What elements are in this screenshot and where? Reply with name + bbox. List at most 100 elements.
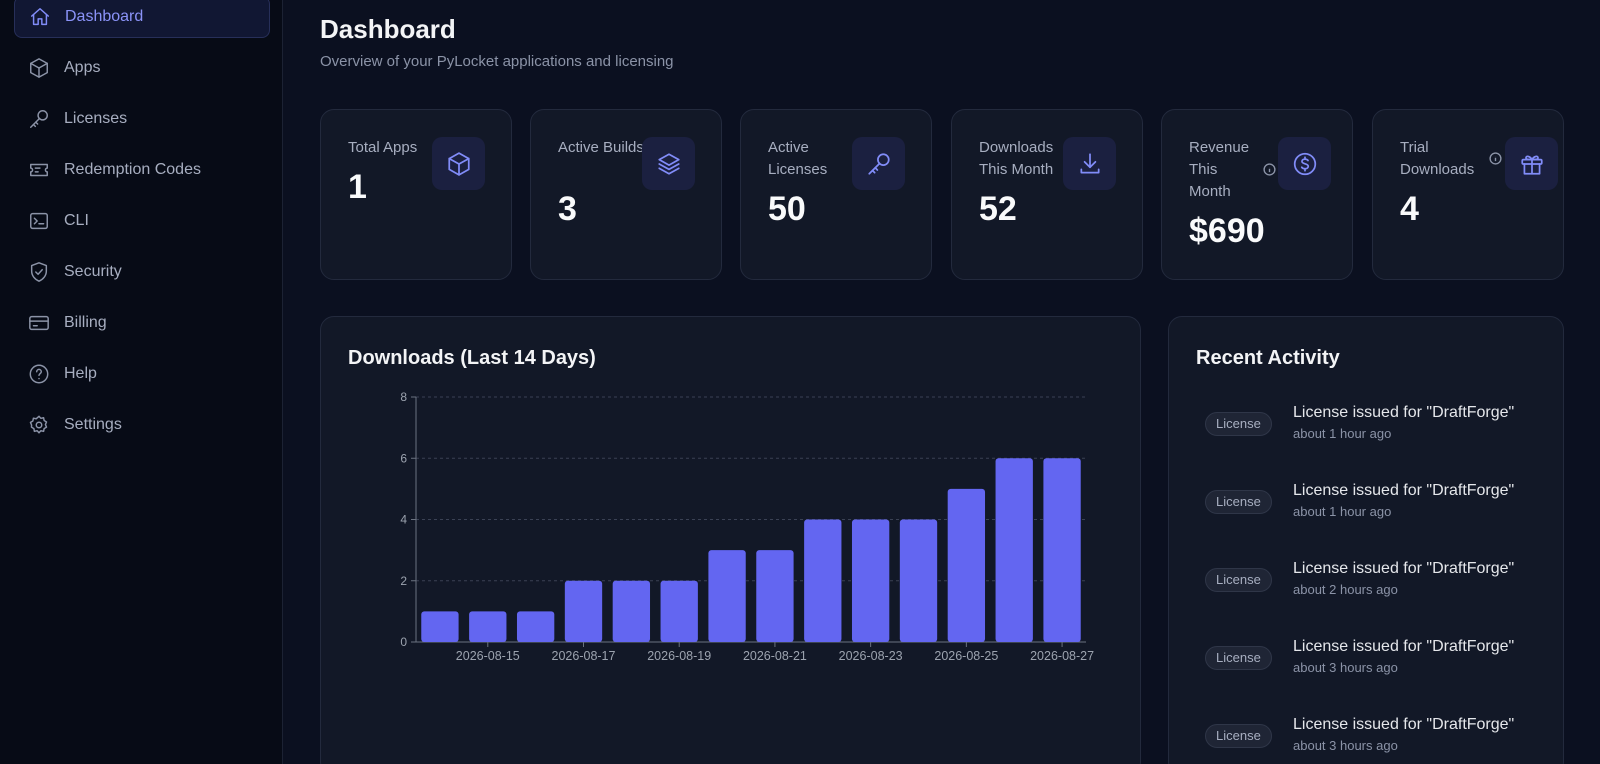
dollar-circle-icon	[1278, 137, 1331, 190]
main-content: Dashboard Overview of your PyLocket appl…	[284, 0, 1600, 764]
chart-svg: 0 2 4 6 8 2026-08-15 2026-08-17 2026-08-19 2026-…	[400, 390, 1094, 663]
activity-text: License issued for "DraftForge"	[1293, 404, 1515, 421]
activity-time: about 3 hours ago	[1293, 738, 1398, 753]
x-tick-label: 2026-08-15	[456, 649, 520, 663]
chart-bar	[708, 550, 746, 642]
activity-time: about 1 hour ago	[1293, 426, 1392, 441]
recent-activity-panel: Recent Activity License License issued f…	[1168, 316, 1564, 764]
activity-item[interactable]: License License issued for "DraftForge" …	[1205, 712, 1545, 762]
y-tick-label: 2	[400, 574, 407, 588]
sidebar-item-label: Help	[64, 365, 97, 382]
x-tick-label: 2026-08-25	[934, 649, 998, 663]
sidebar-item-label: Licenses	[64, 110, 128, 127]
download-icon	[1063, 137, 1116, 190]
info-icon[interactable]	[1263, 163, 1276, 176]
chart-bar	[995, 458, 1033, 642]
activity-text: License issued for "DraftForge"	[1293, 482, 1515, 499]
chart-bar	[804, 519, 842, 642]
downloads-chart-panel: Downloads (Last 14 Days) 0 2 4 6 8 2026-08-15…	[320, 316, 1141, 764]
chart-bar	[756, 550, 794, 642]
activity-item[interactable]: License License issued for "DraftForge" …	[1205, 478, 1545, 528]
page-title: Dashboard	[320, 14, 456, 44]
stat-value: 4	[1400, 190, 1419, 228]
sidebar-item-billing[interactable]: Billing	[14, 302, 270, 344]
chart-bar	[564, 580, 603, 642]
sidebar-item-label: Settings	[64, 416, 122, 433]
stat-card-active-builds: Active Builds 3	[530, 109, 722, 280]
sidebar-item-label: Security	[64, 263, 122, 280]
activity-badge[interactable]: License	[1205, 412, 1272, 436]
sidebar-item-label: Apps	[64, 59, 101, 76]
stat-label: Active Licenses	[768, 139, 828, 178]
y-tick-label: 0	[400, 635, 407, 649]
stat-value: 3	[558, 190, 577, 228]
key-icon	[852, 137, 905, 190]
y-tick-label: 4	[400, 513, 407, 527]
activity-time: about 1 hour ago	[1293, 504, 1392, 519]
activity-item[interactable]: License License issued for "DraftForge" …	[1205, 634, 1545, 684]
stat-label: Trial Downloads	[1400, 139, 1475, 178]
activity-time: about 3 hours ago	[1293, 660, 1398, 675]
stat-card-downloads-month: Downloads This Month 52	[951, 109, 1143, 280]
stat-label: Revenue This Month	[1189, 139, 1250, 200]
activity-item[interactable]: License License issued for "DraftForge" …	[1205, 400, 1545, 450]
stat-value: $690	[1189, 212, 1265, 250]
sidebar-item-settings[interactable]: Settings	[14, 404, 270, 446]
gift-icon	[1505, 137, 1558, 190]
activity-time: about 2 hours ago	[1293, 582, 1398, 597]
x-tick-label: 2026-08-27	[1030, 649, 1094, 663]
chart-bar	[1043, 458, 1081, 642]
info-icon[interactable]	[1489, 152, 1502, 165]
key-icon	[28, 108, 50, 130]
shield-check-icon	[28, 261, 50, 283]
stat-card-active-licenses: Active Licenses 50	[740, 109, 932, 280]
activity-badge[interactable]: License	[1205, 724, 1272, 748]
chart-bar	[899, 519, 938, 642]
chart-bar	[421, 611, 459, 642]
sidebar-item-redemption-codes[interactable]: Redemption Codes	[14, 149, 270, 191]
home-icon	[29, 6, 51, 28]
page-subtitle: Overview of your PyLocket applications a…	[320, 53, 674, 70]
terminal-icon	[28, 210, 50, 232]
activity-badge[interactable]: License	[1205, 646, 1272, 670]
stat-value: 50	[768, 190, 806, 228]
sidebar-item-label: CLI	[64, 212, 89, 229]
stat-card-total-apps: Total Apps 1	[320, 109, 512, 280]
x-tick-label: 2026-08-17	[552, 649, 616, 663]
activity-title: Recent Activity	[1196, 347, 1340, 369]
activity-badge[interactable]: License	[1205, 568, 1272, 592]
layers-icon	[642, 137, 695, 190]
stat-value: 1	[348, 168, 367, 206]
chart-bar	[947, 488, 986, 642]
x-tick-label: 2026-08-21	[743, 649, 807, 663]
activity-text: License issued for "DraftForge"	[1293, 716, 1515, 733]
activity-item[interactable]: License License issued for "DraftForge" …	[1205, 556, 1545, 606]
cube-icon	[28, 57, 50, 79]
sidebar-item-licenses[interactable]: Licenses	[14, 98, 270, 140]
chart-bar	[612, 580, 651, 642]
sidebar-item-security[interactable]: Security	[14, 251, 270, 293]
sidebar-item-dashboard[interactable]: Dashboard	[14, 0, 270, 38]
sidebar-item-cli[interactable]: CLI	[14, 200, 270, 242]
chart-title: Downloads (Last 14 Days)	[348, 347, 596, 369]
cube-icon	[432, 137, 485, 190]
gear-icon	[28, 414, 50, 436]
sidebar-item-label: Dashboard	[65, 8, 144, 25]
sidebar: Dashboard Apps Licenses Redemption Codes…	[0, 0, 283, 764]
sidebar-item-help[interactable]: Help	[14, 353, 270, 395]
x-tick-label: 2026-08-23	[839, 649, 903, 663]
activity-badge[interactable]: License	[1205, 490, 1272, 514]
x-tick-label: 2026-08-19	[647, 649, 711, 663]
credit-card-icon	[28, 312, 50, 334]
sidebar-item-label: Redemption Codes	[64, 161, 201, 178]
chart-bar	[660, 580, 698, 642]
stat-label: Downloads This Month	[979, 139, 1054, 178]
stat-label: Active Builds	[558, 139, 644, 156]
sidebar-item-label: Billing	[64, 314, 107, 331]
chart-bar	[469, 611, 507, 642]
sidebar-item-apps[interactable]: Apps	[14, 47, 270, 89]
y-tick-label: 8	[400, 390, 407, 404]
question-circle-icon	[28, 363, 50, 385]
ticket-icon	[28, 159, 50, 181]
chart-bar	[516, 611, 555, 642]
